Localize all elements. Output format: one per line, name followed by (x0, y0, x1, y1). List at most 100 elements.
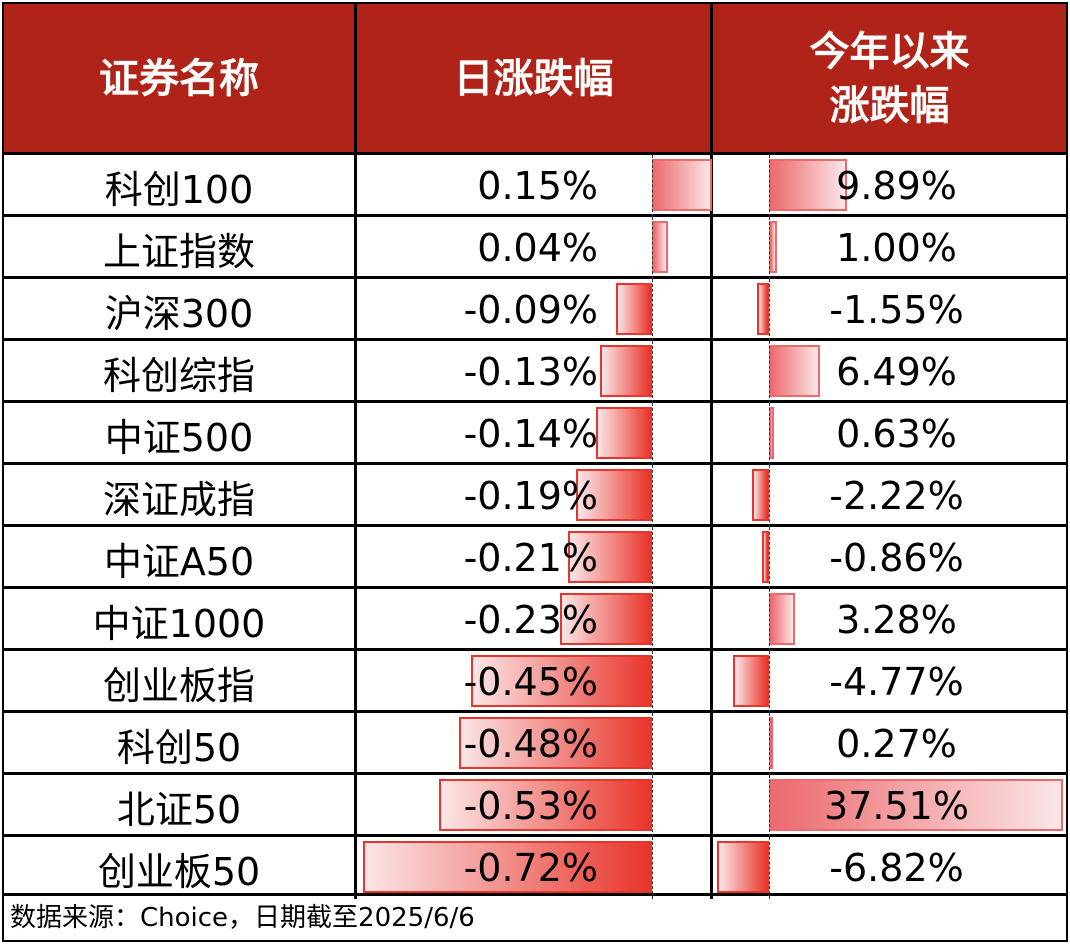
row-divider (4, 276, 1066, 279)
daily-bar-axis (652, 403, 653, 465)
header-ytd-line2: 涨跌幅 (829, 82, 950, 129)
table-row: 科创综指 -0.13% 6.49% (4, 341, 1066, 403)
daily-bar-axis (652, 217, 653, 279)
ytd-change-cell: -1.55% (713, 279, 1066, 341)
daily-change-cell: -0.45% (357, 651, 713, 713)
daily-bar-axis (652, 527, 653, 589)
table-row: 创业板指 -0.45% -4.77% (4, 651, 1066, 713)
security-name: 创业板50 (97, 849, 261, 894)
daily-data-bar (652, 159, 713, 211)
security-name-cell: 北证50 (4, 775, 357, 837)
table-row: 深证成指 -0.19% -2.22% (4, 465, 1066, 527)
security-name: 上证指数 (102, 229, 255, 274)
daily-change-cell: -0.53% (357, 775, 713, 837)
ytd-data-bar (762, 531, 769, 583)
ytd-change-value: -0.86% (829, 536, 964, 580)
ytd-bar-axis (769, 651, 770, 713)
ytd-change-value: -2.22% (829, 474, 964, 518)
security-name: 中证500 (104, 415, 254, 460)
ytd-change-cell: 1.00% (713, 217, 1066, 279)
ytd-change-value: 3.28% (836, 598, 957, 642)
ytd-data-bar (757, 283, 769, 335)
ytd-bar-axis (769, 403, 770, 465)
row-divider (4, 772, 1066, 775)
daily-change-value: -0.13% (463, 350, 598, 394)
daily-bar-axis (652, 589, 653, 651)
daily-data-bar (575, 469, 652, 521)
ytd-change-cell: 3.28% (713, 589, 1066, 651)
daily-bar-axis (652, 155, 653, 217)
source-footnote: 数据来源：Choice，日期截至2025/6/6 (10, 903, 475, 933)
ytd-change-value: 0.27% (836, 722, 957, 766)
table-row: 创业板50 -0.72% -6.82% (4, 837, 1066, 899)
ytd-data-bar (769, 717, 773, 769)
daily-bar-axis (652, 651, 653, 713)
header-daily-change: 日涨跌幅 (357, 4, 713, 153)
header-ytd-line1: 今年以来 (809, 28, 970, 75)
table-row: 中证500 -0.14% 0.63% (4, 403, 1066, 465)
daily-change-value: 0.15% (477, 164, 598, 208)
ytd-change-cell: -4.77% (713, 651, 1066, 713)
ytd-change-value: 6.49% (836, 350, 957, 394)
ytd-bar-axis (769, 217, 770, 279)
ytd-change-cell: 37.51% (713, 775, 1066, 837)
ytd-change-value: 0.63% (836, 412, 957, 456)
daily-data-bar (362, 841, 652, 893)
security-name-cell: 沪深300 (4, 279, 357, 341)
daily-change-value: -0.53% (463, 784, 598, 828)
daily-change-value: -0.19% (463, 474, 598, 518)
table-row: 北证50 -0.53% 37.51% (4, 775, 1066, 837)
daily-change-value: -0.23% (463, 598, 598, 642)
daily-change-cell: 0.15% (357, 155, 713, 217)
daily-change-cell: -0.09% (357, 279, 713, 341)
daily-change-value: -0.21% (463, 536, 598, 580)
daily-bar-axis (652, 279, 653, 341)
row-divider (4, 834, 1066, 837)
daily-change-value: -0.45% (463, 660, 598, 704)
security-name-cell: 上证指数 (4, 217, 357, 279)
ytd-change-value: 9.89% (836, 164, 957, 208)
security-name-cell: 中证1000 (4, 589, 357, 651)
table-row: 中证A50 -0.21% -0.86% (4, 527, 1066, 589)
ytd-bar-axis (769, 341, 770, 403)
security-name: 科创50 (116, 725, 242, 770)
table-row: 科创100 0.15% 9.89% (4, 155, 1066, 217)
footer-divider (4, 893, 1066, 896)
ytd-change-cell: 6.49% (713, 341, 1066, 403)
daily-data-bar (567, 531, 652, 583)
security-name: 科创综指 (102, 353, 255, 398)
security-name: 深证成指 (102, 477, 255, 522)
daily-data-bar (652, 221, 669, 273)
table-row: 上证指数 0.04% 1.00% (4, 217, 1066, 279)
row-divider (4, 152, 1066, 155)
ytd-data-bar (732, 655, 769, 707)
daily-data-bar (438, 779, 652, 831)
ytd-change-value: 37.51% (824, 784, 969, 828)
ytd-change-value: 1.00% (836, 226, 957, 270)
daily-change-cell: 0.04% (357, 217, 713, 279)
security-name-cell: 创业板50 (4, 837, 357, 899)
ytd-bar-axis (769, 713, 770, 775)
ytd-bar-axis (769, 527, 770, 589)
ytd-bar-axis (769, 837, 770, 899)
header-ytd-change: 今年以来 涨跌幅 (713, 4, 1066, 153)
security-name: 创业板指 (102, 663, 255, 708)
ytd-bar-axis (769, 465, 770, 527)
daily-change-cell: -0.19% (357, 465, 713, 527)
ytd-change-cell: -6.82% (713, 837, 1066, 899)
security-name: 中证1000 (92, 601, 266, 646)
row-divider (4, 462, 1066, 465)
ytd-change-value: -1.55% (829, 288, 964, 332)
daily-change-value: -0.72% (463, 846, 598, 890)
daily-data-bar (599, 345, 652, 397)
security-name-cell: 科创100 (4, 155, 357, 217)
daily-data-bar (615, 283, 652, 335)
ytd-bar-axis (769, 775, 770, 837)
daily-change-cell: -0.72% (357, 837, 713, 899)
security-name-cell: 科创综指 (4, 341, 357, 403)
ytd-change-cell: -0.86% (713, 527, 1066, 589)
row-divider (4, 400, 1066, 403)
security-name-cell: 中证500 (4, 403, 357, 465)
ytd-data-bar (769, 779, 1064, 831)
ytd-data-bar (769, 159, 847, 211)
